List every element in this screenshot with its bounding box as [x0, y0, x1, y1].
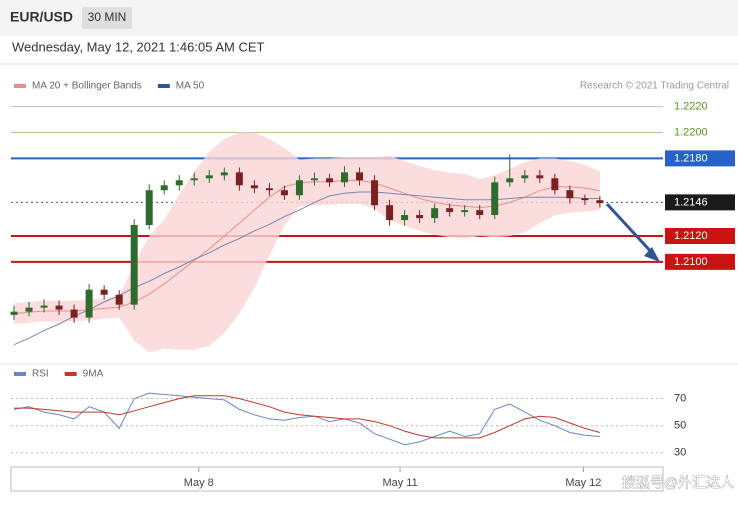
candle-body [491, 182, 499, 216]
x-axis-frame [10, 466, 664, 492]
plot-layer: MA 20 + Bollinger Bands MA 50 1.2220 1.2200… [10, 81, 735, 489]
level-label: 1.2100 [674, 256, 708, 268]
legend-label: RSI [32, 369, 49, 380]
candle-body [265, 188, 273, 191]
legend-swatch [14, 372, 26, 376]
level-label: 1.2200 [674, 126, 708, 138]
candle-body [446, 208, 454, 213]
indicator-line [13, 392, 600, 446]
candle-body [341, 172, 349, 183]
legend-label: MA 20 + Bollinger Bands [32, 81, 142, 92]
candle-body [40, 305, 48, 308]
forecast-arrow [605, 202, 656, 257]
candle-body [70, 309, 78, 318]
candle-body [130, 225, 138, 305]
candle-body [461, 210, 469, 213]
candle-body [160, 185, 168, 191]
candle-body [295, 180, 303, 196]
level-label-box [665, 150, 735, 167]
candle-body [235, 172, 243, 186]
timeframe-box[interactable] [82, 7, 132, 29]
legend-label: 9MA [83, 369, 104, 380]
legend-label: MA 50 [176, 81, 205, 92]
candle-body [551, 178, 559, 191]
candle-body [325, 178, 333, 183]
candle-body [416, 215, 424, 219]
ma-line [13, 191, 600, 346]
y-tick-label: 70 [674, 392, 686, 404]
level-label: 1.2146 [674, 196, 708, 208]
y-tick-label: 50 [674, 420, 686, 432]
x-tick-label: May 11 [382, 477, 417, 489]
candle-body [85, 289, 93, 318]
bollinger-band [14, 132, 600, 353]
indicator-line [14, 395, 601, 439]
candle-body [310, 178, 318, 181]
candle-body [145, 190, 153, 225]
watermark: 搜狐号@外汇达人 [622, 475, 734, 491]
symbol: EUR/USD [10, 9, 73, 25]
candle-body [25, 307, 33, 312]
candle-body [401, 215, 409, 221]
candle-body [10, 311, 18, 315]
candle-body [521, 175, 529, 179]
candle-body [220, 172, 228, 176]
forecast-arrowhead [644, 247, 660, 262]
legend-swatch [64, 372, 77, 376]
level-label: 1.2180 [674, 152, 708, 164]
credit: Research © 2021 Trading Central [580, 81, 729, 92]
candle-body [55, 305, 63, 310]
level-label-box [665, 253, 735, 270]
legend-swatch [14, 84, 26, 88]
candle-body [506, 178, 514, 183]
candle-body [596, 200, 604, 204]
candle-body [476, 210, 484, 216]
candle-body [280, 190, 288, 196]
candle-body [356, 172, 364, 181]
candle-body [175, 180, 183, 186]
legend-swatch [157, 84, 170, 88]
level-label: 1.2120 [674, 230, 708, 242]
candle-body [205, 175, 213, 179]
x-tick-label: May 12 [565, 477, 601, 489]
level-label-box [665, 227, 735, 244]
level-label-box [665, 194, 735, 211]
candle-body [250, 185, 258, 189]
candle-body [190, 178, 198, 181]
candle-body [581, 198, 589, 201]
level-label: 1.2220 [674, 101, 708, 113]
x-tick-label: May 8 [184, 477, 214, 489]
candle-body [431, 208, 439, 219]
ma-line [13, 179, 600, 315]
candle-body [115, 294, 123, 305]
candle-body [386, 205, 394, 221]
candle-body [566, 190, 574, 199]
candle-body [536, 175, 544, 179]
timestamp: Wednesday, May 12, 2021 1:46:05 AM CET [12, 39, 264, 54]
y-tick-label: 30 [674, 447, 686, 459]
candle-body [371, 180, 379, 206]
timeframe[interactable]: 30 MIN [88, 10, 127, 24]
candle-body [100, 289, 108, 295]
